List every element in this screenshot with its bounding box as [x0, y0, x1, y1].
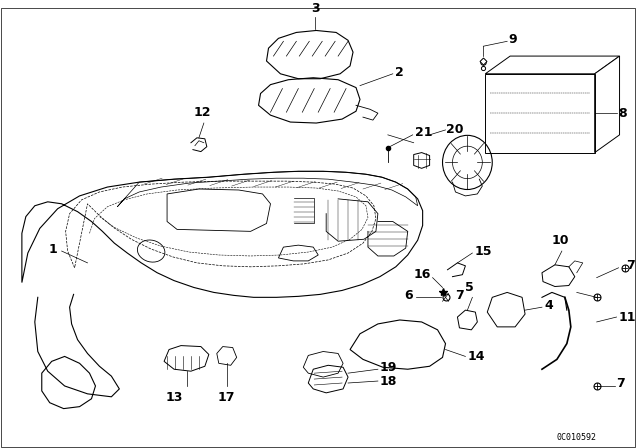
Text: 4: 4 [544, 299, 553, 312]
Text: 1: 1 [49, 242, 58, 256]
Text: 0C010592: 0C010592 [557, 433, 596, 442]
Text: 11: 11 [618, 310, 636, 323]
Text: 6: 6 [404, 289, 413, 302]
Text: 7: 7 [456, 289, 464, 302]
Text: 9: 9 [508, 33, 516, 46]
Polygon shape [595, 56, 620, 153]
Text: 18: 18 [380, 375, 397, 388]
Text: 21: 21 [415, 126, 432, 139]
Text: 16: 16 [413, 268, 431, 281]
Text: 19: 19 [380, 361, 397, 374]
Text: 10: 10 [551, 234, 568, 247]
Text: 7: 7 [627, 259, 636, 272]
Text: 13: 13 [165, 391, 182, 404]
Text: 5: 5 [465, 281, 474, 294]
Text: 20: 20 [445, 124, 463, 137]
Text: 8: 8 [618, 107, 627, 120]
Text: 2: 2 [395, 66, 404, 79]
Text: 15: 15 [474, 245, 492, 258]
Text: 3: 3 [311, 2, 319, 15]
Text: 12: 12 [193, 106, 211, 119]
Text: 14: 14 [467, 350, 485, 363]
Polygon shape [485, 56, 620, 74]
Text: 17: 17 [218, 391, 236, 404]
Text: 7: 7 [616, 378, 625, 391]
